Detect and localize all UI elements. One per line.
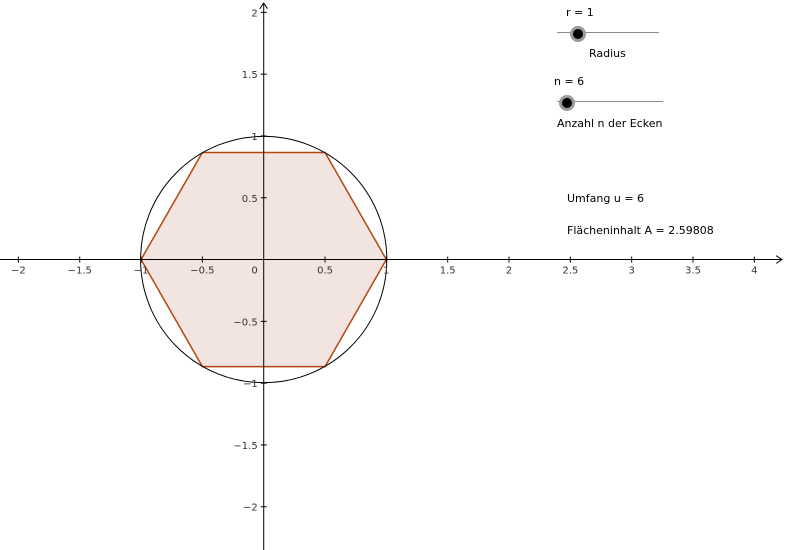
x-axis-ticks: −2 −1.5 −1 −0.5 0.5 1 1.5 2 2.5 3 3.5 4 bbox=[11, 256, 758, 277]
radius-slider-track[interactable] bbox=[557, 32, 659, 33]
radius-caption: Radius bbox=[589, 47, 626, 60]
y-tick-label: −1 bbox=[243, 379, 258, 390]
y-tick-label: 1.5 bbox=[242, 70, 258, 81]
x-tick-label: −1 bbox=[134, 266, 149, 277]
n-value-label: n = 6 bbox=[554, 75, 585, 88]
radius-slider[interactable] bbox=[557, 23, 659, 43]
n-slider-track[interactable] bbox=[557, 101, 663, 102]
y-tick-label: −0.5 bbox=[233, 317, 257, 328]
x-tick-label: −0.5 bbox=[190, 266, 214, 277]
n-caption: Anzahl n der Ecken bbox=[557, 117, 663, 130]
y-tick-label: 0.5 bbox=[242, 194, 258, 205]
x-tick-label: 3 bbox=[628, 266, 634, 277]
x-tick-label: 4 bbox=[751, 266, 757, 277]
x-tick-label: 0.5 bbox=[317, 266, 333, 277]
x-tick-label: −2 bbox=[11, 266, 26, 277]
y-tick-label: 1 bbox=[251, 132, 257, 143]
origin-label: 0 bbox=[251, 266, 257, 277]
y-tick-label: −1.5 bbox=[233, 441, 257, 452]
y-tick-label: 2 bbox=[251, 8, 257, 19]
x-tick-label: 1 bbox=[383, 266, 389, 277]
radius-value-label: r = 1 bbox=[566, 6, 594, 19]
n-slider-knob[interactable] bbox=[559, 95, 575, 111]
flaecheninhalt-text[interactable]: Flächeninhalt A = 2.59808 bbox=[567, 224, 714, 237]
x-tick-label: 1.5 bbox=[440, 266, 456, 277]
y-tick-label: −2 bbox=[243, 503, 258, 514]
umfang-text[interactable]: Umfang u = 6 bbox=[567, 192, 645, 205]
radius-slider-knob[interactable] bbox=[570, 26, 586, 42]
x-tick-label: −1.5 bbox=[68, 266, 92, 277]
x-tick-label: 3.5 bbox=[685, 266, 701, 277]
x-tick-label: 2 bbox=[506, 266, 512, 277]
x-tick-label: 2.5 bbox=[562, 266, 578, 277]
n-slider[interactable] bbox=[557, 92, 663, 112]
y-axis-ticks: 2 1.5 1 0.5 −0.5 −1 −1.5 −2 bbox=[233, 8, 267, 514]
